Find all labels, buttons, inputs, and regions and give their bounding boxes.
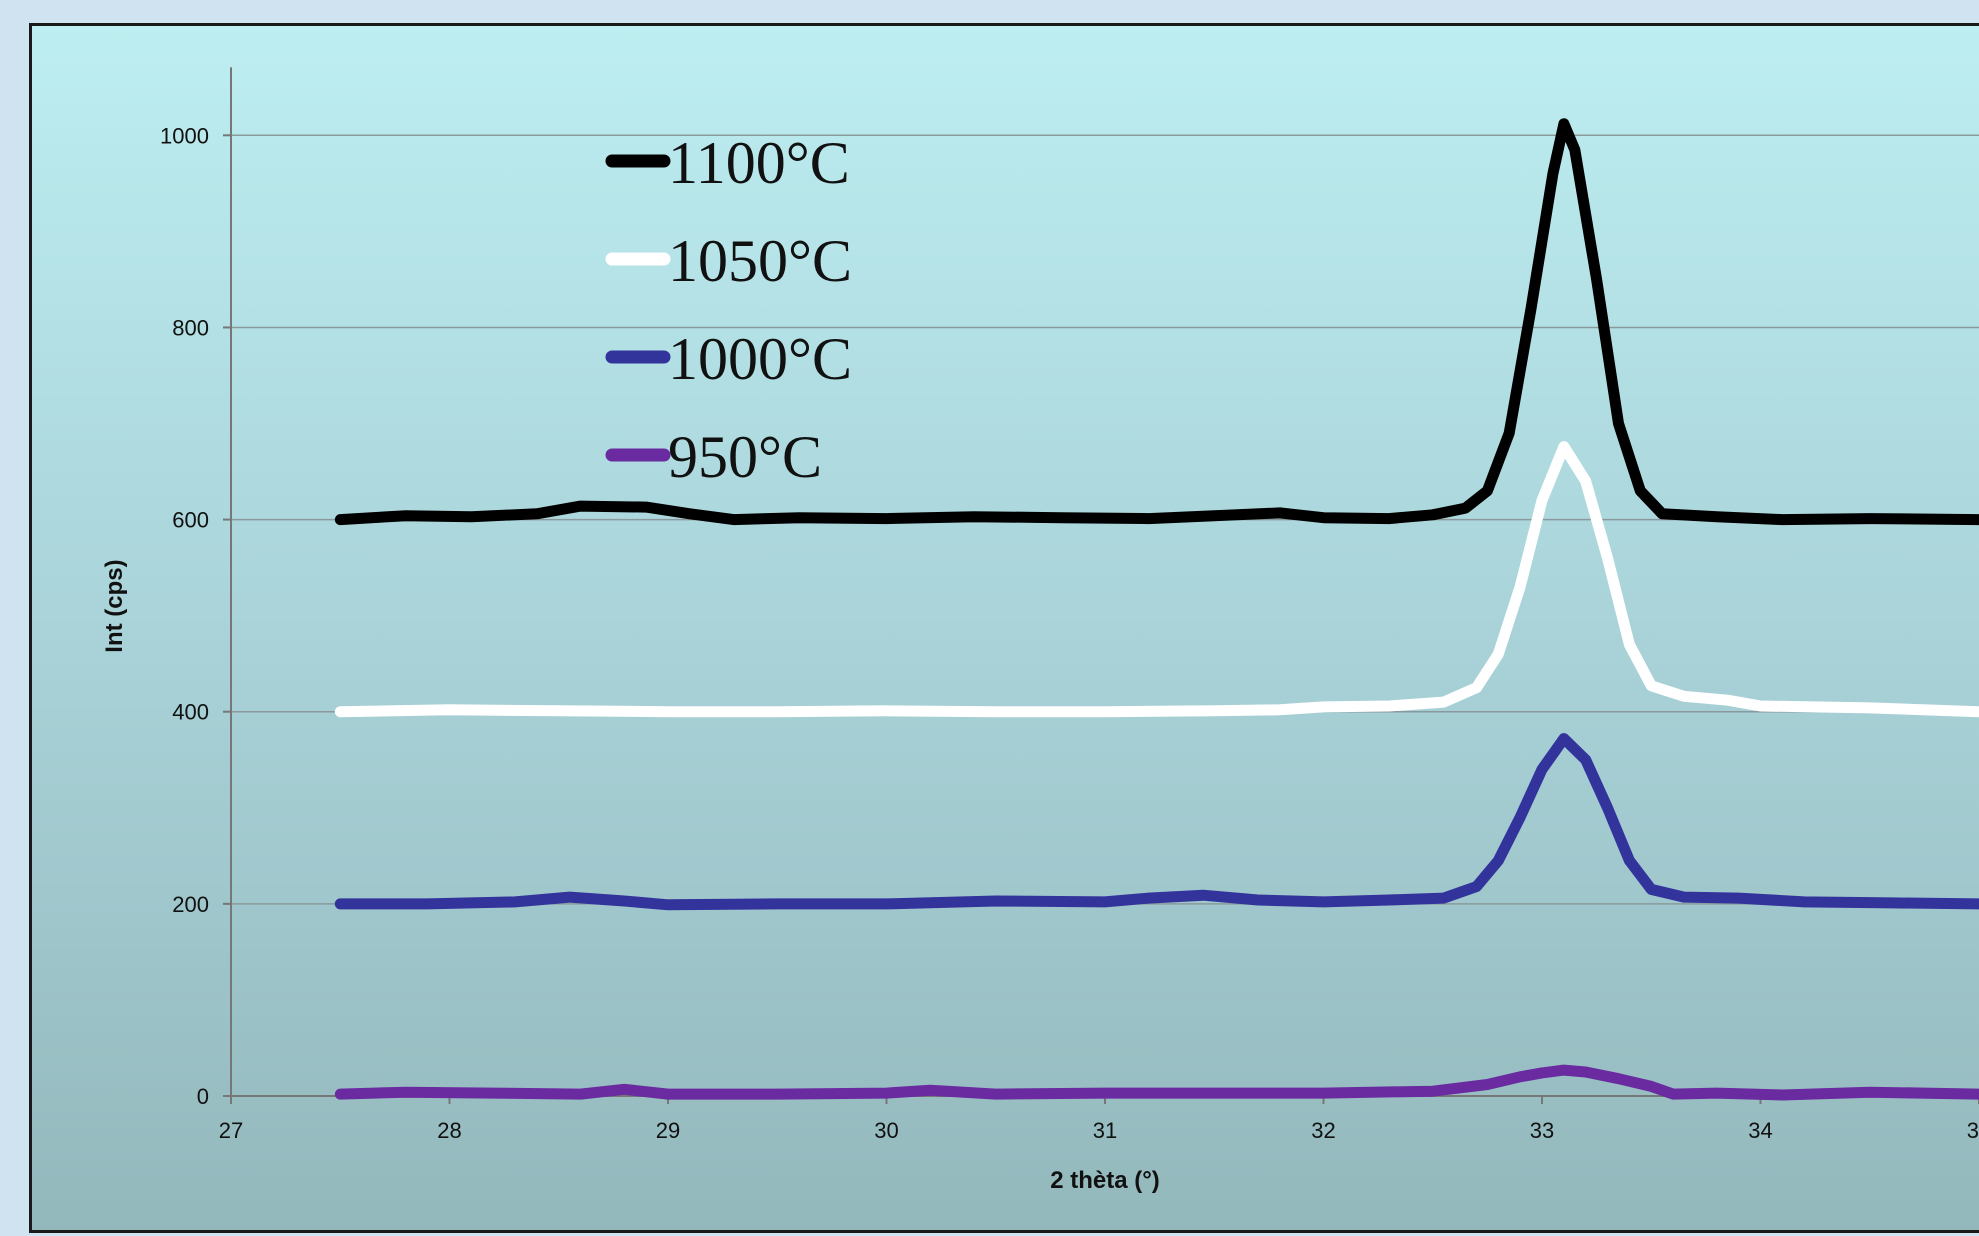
x-tick-label-1: 28: [437, 1118, 461, 1143]
x-tick-label-2: 29: [656, 1118, 680, 1143]
legend-label-3: 950°C: [668, 424, 822, 490]
x-tick-label-5: 32: [1311, 1118, 1335, 1143]
y-tick-label-2: 400: [172, 700, 209, 725]
legend: 1100°C 1050°C 1000°C 950°C: [605, 130, 852, 490]
chart-frame: 0 200 400 600 800 1000 27 28 29 30 31 32 33 34 35 1100…: [29, 23, 1979, 1233]
legend-label-2: 1000°C: [668, 326, 852, 392]
x-tick-label-0: 27: [219, 1118, 243, 1143]
y-tick-label-1: 200: [172, 892, 209, 917]
chart-svg: 0 200 400 600 800 1000 27 28 29 30 31 32 33 34 35 1100…: [101, 67, 1979, 1194]
legend-label-1: 1050°C: [668, 228, 852, 294]
y-tick-label-3: 600: [172, 508, 209, 533]
legend-label-0: 1100°C: [668, 130, 850, 196]
grid-layer: [231, 134, 1979, 1097]
y-axis-title: Int (cps): [101, 559, 128, 652]
y-tick-label-4: 800: [172, 315, 209, 340]
x-tick-label-4: 31: [1093, 1118, 1117, 1143]
series-line-3: [334, 1064, 1979, 1101]
series-line-1: [334, 441, 1979, 718]
ticks-layer: 0 200 400 600 800 1000 27 28 29 30 31 32 33 34 35: [160, 123, 1979, 1143]
y-tick-label-0: 0: [197, 1084, 209, 1109]
x-tick-label-3: 30: [874, 1118, 898, 1143]
series-line-2: [334, 733, 1979, 911]
x-tick-label-7: 34: [1748, 1118, 1772, 1143]
axes-layer: [230, 67, 1979, 1097]
series-layer: [334, 118, 1979, 1101]
y-tick-label-5: 1000: [160, 123, 209, 148]
x-tick-label-8: 35: [1967, 1118, 1979, 1143]
x-axis-title: 2 thèta (°): [1050, 1167, 1160, 1194]
x-tick-label-6: 33: [1530, 1118, 1554, 1143]
series-line-0: [334, 118, 1979, 526]
